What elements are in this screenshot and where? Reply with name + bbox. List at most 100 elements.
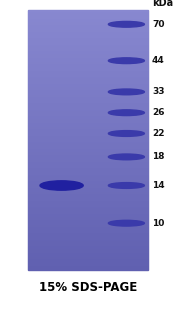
Bar: [28, 159, 148, 160]
Bar: [28, 232, 148, 233]
Bar: [28, 124, 148, 125]
Bar: [28, 217, 148, 218]
Bar: [28, 81, 148, 82]
Bar: [28, 104, 148, 105]
Bar: [28, 73, 148, 74]
Bar: [28, 199, 148, 200]
Bar: [28, 48, 148, 49]
Bar: [28, 99, 148, 100]
Bar: [28, 34, 148, 35]
Bar: [28, 13, 148, 14]
Bar: [28, 202, 148, 203]
Bar: [28, 114, 148, 115]
Text: 10: 10: [152, 219, 164, 228]
Bar: [28, 35, 148, 36]
Bar: [28, 163, 148, 164]
Bar: [28, 242, 148, 243]
Bar: [28, 20, 148, 21]
Bar: [28, 162, 148, 163]
Bar: [28, 239, 148, 240]
Bar: [28, 72, 148, 73]
Bar: [28, 53, 148, 54]
Bar: [28, 65, 148, 66]
Bar: [28, 45, 148, 46]
Bar: [28, 55, 148, 56]
Bar: [28, 229, 148, 230]
Text: 22: 22: [152, 129, 165, 138]
Bar: [28, 76, 148, 77]
Bar: [28, 44, 148, 45]
Bar: [28, 261, 148, 262]
Bar: [28, 133, 148, 134]
Bar: [28, 138, 148, 139]
Bar: [28, 33, 148, 34]
Bar: [28, 46, 148, 47]
Bar: [28, 207, 148, 208]
Bar: [28, 264, 148, 265]
Bar: [28, 16, 148, 17]
Bar: [28, 259, 148, 260]
Bar: [28, 210, 148, 211]
Bar: [28, 30, 148, 31]
Ellipse shape: [108, 220, 144, 226]
Bar: [28, 36, 148, 37]
Bar: [28, 234, 148, 235]
Bar: [28, 152, 148, 153]
Bar: [28, 218, 148, 219]
Bar: [28, 253, 148, 254]
Bar: [28, 186, 148, 187]
Bar: [28, 56, 148, 57]
Bar: [28, 174, 148, 175]
Bar: [28, 198, 148, 199]
Bar: [28, 161, 148, 162]
Bar: [28, 54, 148, 55]
Bar: [28, 14, 148, 15]
Bar: [28, 21, 148, 22]
Bar: [28, 116, 148, 117]
Bar: [28, 110, 148, 111]
Bar: [28, 25, 148, 26]
Bar: [28, 189, 148, 190]
Bar: [28, 61, 148, 62]
Bar: [28, 144, 148, 145]
Bar: [28, 170, 148, 171]
Bar: [28, 250, 148, 251]
Bar: [28, 251, 148, 252]
Bar: [28, 43, 148, 44]
Bar: [28, 256, 148, 257]
Bar: [28, 143, 148, 144]
Bar: [28, 134, 148, 135]
Bar: [28, 90, 148, 91]
Bar: [28, 29, 148, 30]
Text: 70: 70: [152, 20, 165, 29]
Bar: [28, 18, 148, 19]
Text: 15% SDS-PAGE: 15% SDS-PAGE: [39, 281, 137, 294]
Bar: [28, 19, 148, 20]
Bar: [28, 17, 148, 18]
Bar: [28, 83, 148, 84]
Bar: [28, 11, 148, 12]
Bar: [28, 51, 148, 52]
Bar: [28, 115, 148, 116]
Bar: [28, 205, 148, 206]
Bar: [28, 92, 148, 93]
Bar: [28, 164, 148, 165]
Bar: [28, 40, 148, 41]
Bar: [28, 129, 148, 130]
Bar: [28, 15, 148, 16]
Bar: [28, 248, 148, 249]
Bar: [28, 117, 148, 118]
Bar: [28, 197, 148, 198]
Bar: [28, 171, 148, 172]
Bar: [28, 85, 148, 86]
Bar: [28, 176, 148, 177]
Text: 18: 18: [152, 152, 165, 161]
Bar: [28, 52, 148, 53]
Bar: [28, 241, 148, 242]
Text: 33: 33: [152, 87, 165, 96]
Bar: [28, 102, 148, 103]
Bar: [28, 39, 148, 40]
Bar: [28, 87, 148, 88]
Bar: [28, 135, 148, 136]
Bar: [28, 103, 148, 104]
